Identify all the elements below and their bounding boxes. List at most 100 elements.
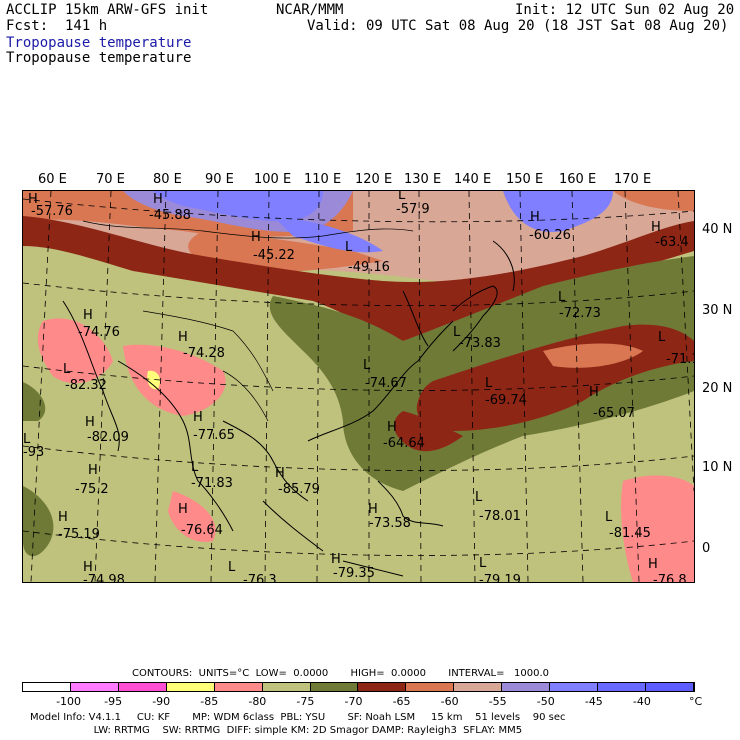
marker-letter: H (178, 330, 188, 345)
colorbar-swatch (550, 683, 599, 691)
colorbar-swatch (454, 683, 503, 691)
marker-letter: L (191, 460, 199, 475)
marker: H-63.4 (651, 220, 689, 250)
marker-value: -85.79 (278, 482, 320, 497)
marker: L-57.9 (396, 191, 430, 217)
lon-label: 60 E (38, 172, 67, 187)
marker-value: -72.73 (559, 306, 601, 321)
marker-value: -74.76 (78, 325, 120, 340)
field-band-orange-ne (613, 191, 694, 211)
marker-letter: L (475, 490, 483, 505)
marker-letter: H (153, 192, 163, 207)
marker: L-72.73 (558, 290, 601, 321)
colorbar (22, 682, 695, 692)
institution-label: NCAR/MMM (276, 2, 344, 18)
marker-letter: L (398, 191, 406, 203)
marker: H-74.98 (83, 560, 125, 582)
colorbar-tick-label: -85 (200, 695, 219, 708)
colorbar-tick-label: -70 (344, 695, 363, 708)
colorbar-unit-label: °C (689, 695, 703, 708)
marker-letter: H (648, 557, 658, 572)
marker: H-74.28 (178, 330, 225, 361)
marker: L-71.83 (191, 460, 233, 491)
marker: H-57.76 (28, 192, 73, 219)
marker: L-81.45 (605, 510, 651, 541)
marker-value: -71.1 (666, 352, 694, 367)
colorbar-tick-label: -95 (104, 695, 123, 708)
lat-label: 30 N (702, 303, 733, 318)
marker-letter: H (251, 230, 261, 245)
colorbar-tick-label: -60 (440, 695, 459, 708)
field-band-yellow (147, 370, 160, 390)
lon-label: 160 E (559, 172, 597, 187)
marker-value: -76.3 (243, 573, 277, 582)
marker-value: -93 (23, 445, 44, 460)
colorbar-tick-label: -55 (488, 695, 507, 708)
marker-letter: H (58, 510, 68, 525)
marker-value: -57.9 (396, 202, 430, 217)
colorbar-swatch (118, 683, 167, 691)
marker: L -69.74 (485, 376, 527, 408)
marker: L-73.83 (453, 325, 501, 351)
marker-value: -57.76 (31, 204, 73, 219)
valid-time: Valid: 09 UTC Sat 08 Aug 20 (18 JST Sat … (307, 18, 729, 34)
field-band-dark-red-jet (23, 216, 694, 341)
marker-letter: H (83, 560, 93, 575)
marker-letter: H (331, 552, 341, 567)
forecast-hour: Fcst: 141 h (6, 18, 108, 34)
model-info-1: Model Info: V4.1.1 CU: KF MP: WDM 6class… (30, 712, 566, 723)
marker: H-45.88 (149, 192, 191, 223)
marker-letter: H (193, 410, 203, 425)
marker-value: -60.26 (529, 228, 571, 243)
lon-label: 90 E (205, 172, 234, 187)
model-title: ACCLIP 15km ARW-GFS init (6, 2, 209, 18)
colorbar-swatch (23, 683, 71, 691)
marker-letter: H (178, 502, 188, 517)
marker-letter: H (368, 502, 378, 517)
lon-label: 80 E (153, 172, 182, 187)
colorbar-tick-label: -75 (296, 695, 315, 708)
marker: H-79.35 (331, 552, 375, 581)
field-band-dark-olive-sw (23, 486, 54, 557)
contours-info: CONTOURS: UNITS=°C LOW= 0.0000 HIGH= 0.0… (132, 668, 550, 679)
marker-letter: H (651, 220, 661, 235)
marker-value: -81.45 (609, 526, 651, 541)
marker-letter: H (530, 210, 540, 225)
marker-value: -76.8 (653, 573, 687, 582)
marker: L-93 (23, 432, 44, 460)
marker: L -76.3 (228, 560, 277, 582)
colorbar-swatch (358, 683, 407, 691)
marker: H-64.64 (383, 420, 425, 451)
marker-value: -82.32 (65, 378, 107, 393)
marker: H-85.79 (275, 466, 320, 497)
lon-label: 100 E (254, 172, 292, 187)
marker-letter: H (28, 192, 38, 207)
marker-value: -75.2 (75, 482, 109, 497)
marker-value: -65.07 (593, 406, 635, 421)
init-time: Init: 12 UTC Sun 02 Aug 20 (515, 2, 735, 18)
marker-value: -74.28 (183, 346, 225, 361)
marker-value: -69.74 (485, 393, 527, 408)
marker: L-71.1 (658, 330, 694, 367)
lat-label: 40 N (702, 222, 733, 237)
marker-letter: H (275, 466, 285, 481)
colorbar-tick-label: -40 (632, 695, 651, 708)
marker: H -77.65 (193, 410, 235, 443)
colorbar-swatch (406, 683, 455, 691)
graticule (23, 191, 694, 582)
colorbar-swatch (166, 683, 215, 691)
marker-letter: L (23, 432, 31, 447)
colorbar-swatch (310, 683, 359, 691)
marker-letter: L (228, 560, 236, 575)
marker: H-73.58 (368, 502, 411, 531)
marker-letter: L (63, 362, 71, 377)
lat-label: 10 N (702, 460, 733, 475)
marker: H -45.22 (251, 230, 295, 263)
marker: L -78.01 (475, 490, 521, 524)
borders (82, 220, 414, 422)
marker: H -65.07 (589, 385, 635, 421)
lon-label: 150 E (506, 172, 544, 187)
marker-letter: L (345, 240, 353, 255)
lat-label: 0 (702, 541, 711, 556)
lon-label: 120 E (355, 172, 393, 187)
